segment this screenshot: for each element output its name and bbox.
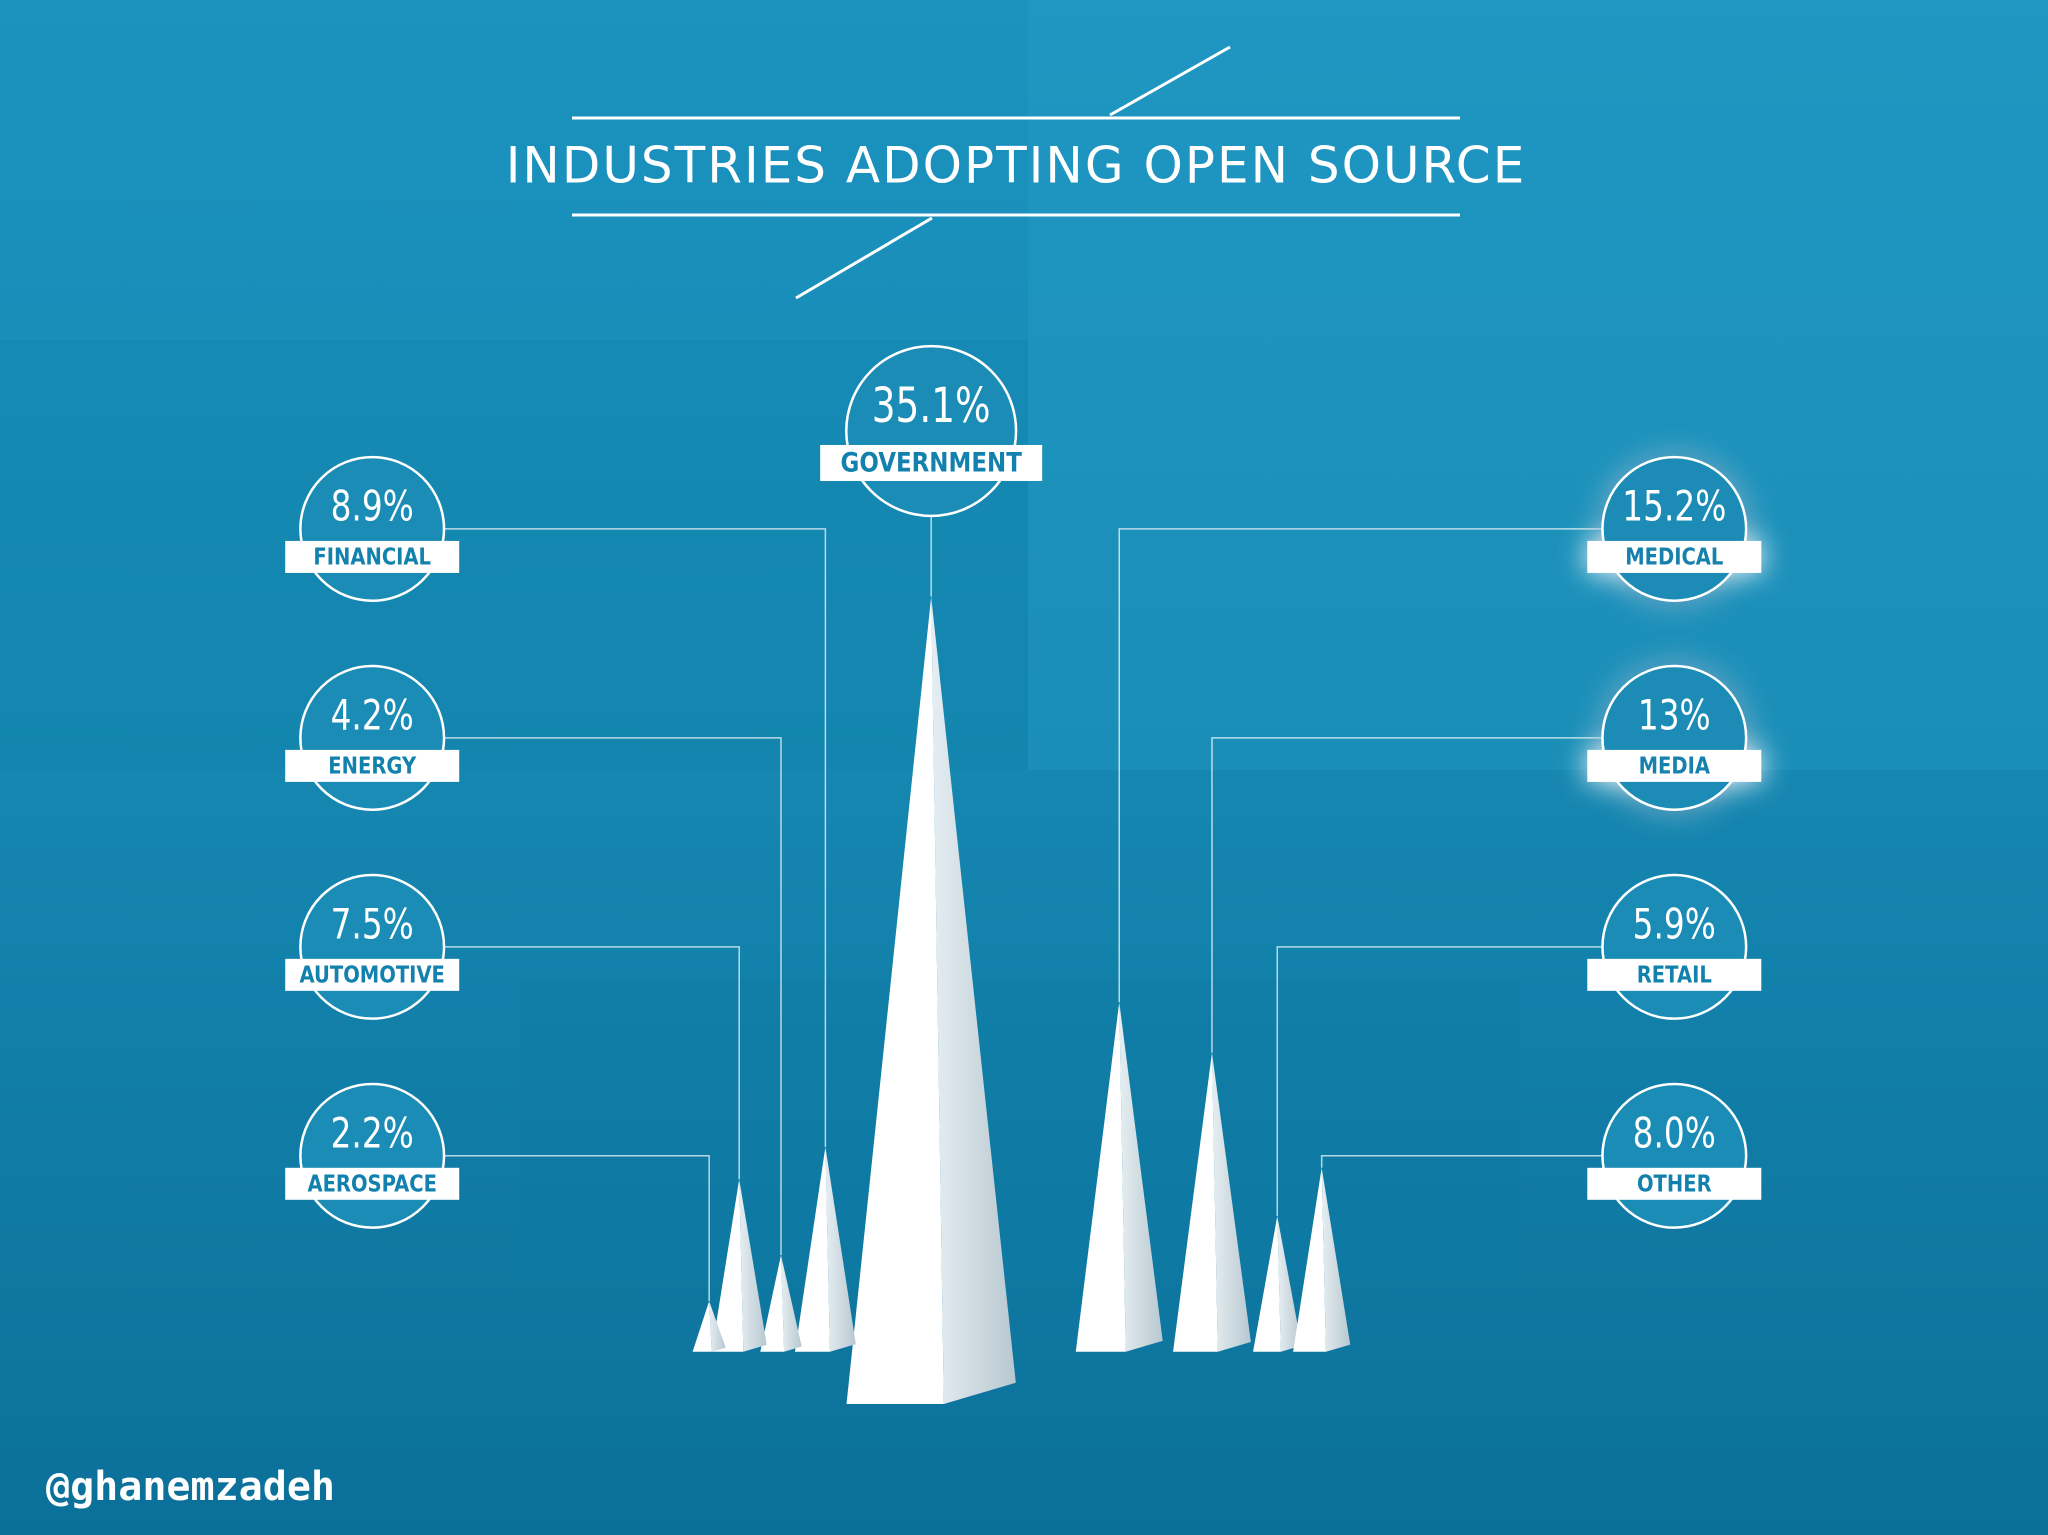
leader-line <box>444 528 827 1148</box>
badge: 8.0% OTHER <box>1587 1082 1762 1229</box>
leader-line <box>1211 737 1603 1053</box>
leader-line <box>1320 1155 1603 1168</box>
title-slash <box>795 216 933 300</box>
badge: 15.2% MEDICAL <box>1587 455 1762 603</box>
pyramid-face-shade <box>780 1255 802 1352</box>
category-label: ENERGY <box>328 753 416 780</box>
pyramid-face-shade <box>1277 1216 1302 1352</box>
background-building <box>520 980 1520 1280</box>
value-label: 35.1% <box>872 378 991 434</box>
leader-line <box>444 946 740 1180</box>
badge: 2.2% AEROSPACE <box>285 1082 460 1229</box>
pyramid <box>1075 1002 1163 1352</box>
category-band <box>285 749 460 782</box>
pyramid-face-lit <box>794 1147 830 1352</box>
leader-line <box>444 1155 710 1302</box>
category-label: GOVERNMENT <box>840 447 1021 478</box>
leader-line <box>1276 946 1603 1217</box>
pyramid-face-lit <box>846 596 944 1404</box>
badge: 7.5% AUTOMOTIVE <box>285 873 460 1020</box>
category-label: RETAIL <box>1637 962 1712 989</box>
category-band <box>1587 958 1762 991</box>
badge: 35.1% GOVERNMENT <box>820 344 1043 518</box>
badge: 4.2% ENERGY <box>285 664 460 811</box>
value-label: 13% <box>1638 691 1711 740</box>
watermark: @ghanemzadeh <box>46 1464 335 1510</box>
pyramid-face-shade <box>1321 1167 1351 1352</box>
badge: 13% MEDIA <box>1587 664 1762 811</box>
category-band <box>285 958 460 991</box>
category-band <box>285 540 460 573</box>
pyramid-face-lit <box>1173 1052 1218 1352</box>
pyramid-face-lit <box>1293 1167 1326 1352</box>
category-label: OTHER <box>1637 1171 1712 1198</box>
category-label: AUTOMOTIVE <box>300 962 445 989</box>
value-label: 2.2% <box>331 1108 414 1157</box>
pyramid <box>794 1147 856 1352</box>
value-label: 4.2% <box>331 691 414 740</box>
category-band <box>1587 540 1762 573</box>
pyramid <box>1293 1167 1351 1352</box>
value-label: 7.5% <box>331 900 414 949</box>
leader-line <box>444 737 782 1256</box>
pyramid-face-lit <box>692 1301 712 1352</box>
category-band <box>285 1167 460 1200</box>
value-label: 15.2% <box>1622 482 1726 531</box>
category-band <box>1587 749 1762 782</box>
pyramid <box>1253 1216 1302 1352</box>
category-label: MEDIA <box>1639 753 1711 780</box>
value-label: 8.0% <box>1633 1108 1716 1157</box>
pyramid <box>711 1179 767 1352</box>
title-frame <box>572 45 1460 300</box>
leader-line <box>1118 528 1603 1003</box>
badge: 8.9% FINANCIAL <box>285 455 460 603</box>
pyramid-face-lit <box>760 1255 785 1352</box>
category-label: MEDICAL <box>1625 544 1723 571</box>
pyramid-face-shade <box>739 1179 767 1352</box>
pyramid-face-shade <box>825 1147 856 1352</box>
pyramid <box>846 596 1016 1404</box>
badge: 5.9% RETAIL <box>1587 873 1762 1020</box>
pyramid-face-lit <box>1253 1216 1281 1352</box>
category-band <box>1587 1167 1762 1200</box>
leader-lines <box>444 515 1603 1302</box>
pyramid-face-lit <box>1075 1002 1126 1352</box>
pyramids <box>692 596 1351 1404</box>
pyramid <box>692 1301 726 1352</box>
pyramid-face-shade <box>931 596 1016 1404</box>
pyramid <box>760 1255 802 1352</box>
value-label: 8.9% <box>331 482 414 531</box>
pyramid-face-shade <box>709 1301 726 1352</box>
value-label: 5.9% <box>1633 900 1716 949</box>
pyramid <box>1173 1052 1251 1352</box>
pyramid-face-lit <box>711 1179 744 1352</box>
category-band <box>820 444 1043 481</box>
chart-title: INDUSTRIES ADOPTING OPEN SOURCE <box>506 137 1527 195</box>
category-label: FINANCIAL <box>313 544 431 571</box>
category-label: AEROSPACE <box>307 1171 437 1198</box>
badges: 35.1% GOVERNMENT 8.9% FINANCIAL 4.2% ENERGY 7.… <box>285 344 1762 1229</box>
pyramid-face-shade <box>1211 1052 1251 1352</box>
title-slash <box>1109 45 1231 117</box>
background-panel <box>1028 0 2048 770</box>
pyramid-face-shade <box>1119 1002 1163 1352</box>
